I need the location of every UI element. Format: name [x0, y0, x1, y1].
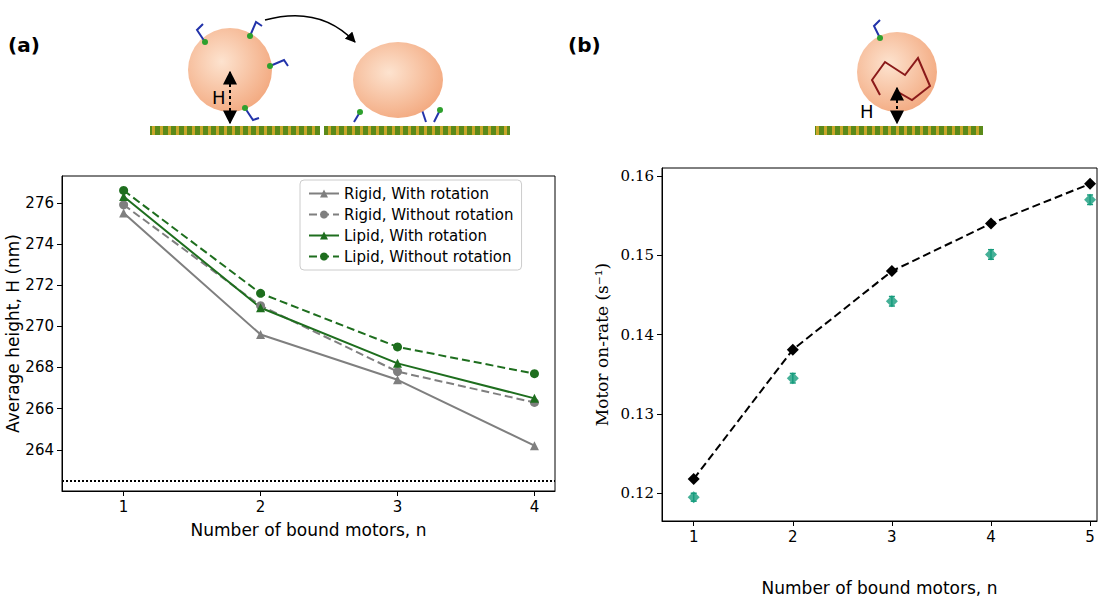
- svg-text:2: 2: [788, 528, 798, 546]
- svg-text:1: 1: [689, 528, 699, 546]
- svg-text:270: 270: [25, 317, 54, 335]
- svg-text:H: H: [860, 101, 874, 122]
- svg-text:Rigid, With rotation: Rigid, With rotation: [344, 185, 489, 203]
- svg-text:268: 268: [25, 358, 54, 376]
- svg-text:1: 1: [119, 498, 129, 516]
- svg-text:266: 266: [25, 400, 54, 418]
- svg-text:264: 264: [25, 441, 54, 459]
- svg-text:272: 272: [25, 276, 54, 294]
- svg-text:4: 4: [530, 498, 540, 516]
- svg-text:0.15: 0.15: [621, 246, 654, 264]
- svg-text:3: 3: [393, 498, 403, 516]
- svg-text:Motor on-rate (s⁻¹): Motor on-rate (s⁻¹): [592, 263, 612, 427]
- svg-text:Number of bound motors, n: Number of bound motors, n: [191, 520, 427, 540]
- svg-text:2: 2: [256, 498, 266, 516]
- svg-text:(a): (a): [8, 33, 40, 57]
- svg-text:Number of bound motors, n: Number of bound motors, n: [762, 578, 998, 598]
- svg-text:0.12: 0.12: [621, 484, 654, 502]
- svg-text:4: 4: [986, 528, 996, 546]
- svg-text:274: 274: [25, 235, 54, 253]
- svg-text:(b): (b): [568, 33, 601, 57]
- svg-text:0.13: 0.13: [621, 405, 654, 423]
- svg-text:5: 5: [1085, 528, 1095, 546]
- svg-text:0.14: 0.14: [621, 326, 654, 344]
- svg-text:276: 276: [25, 194, 54, 212]
- svg-text:H: H: [212, 87, 226, 108]
- svg-text:0.16: 0.16: [621, 167, 654, 185]
- svg-text:Average height, H (nm): Average height, H (nm): [3, 234, 23, 433]
- svg-text:Rigid, Without rotation: Rigid, Without rotation: [344, 206, 514, 224]
- svg-text:3: 3: [887, 528, 897, 546]
- svg-text:Lipid, With rotation: Lipid, With rotation: [344, 227, 487, 245]
- svg-text:Lipid, Without rotation: Lipid, Without rotation: [344, 248, 511, 266]
